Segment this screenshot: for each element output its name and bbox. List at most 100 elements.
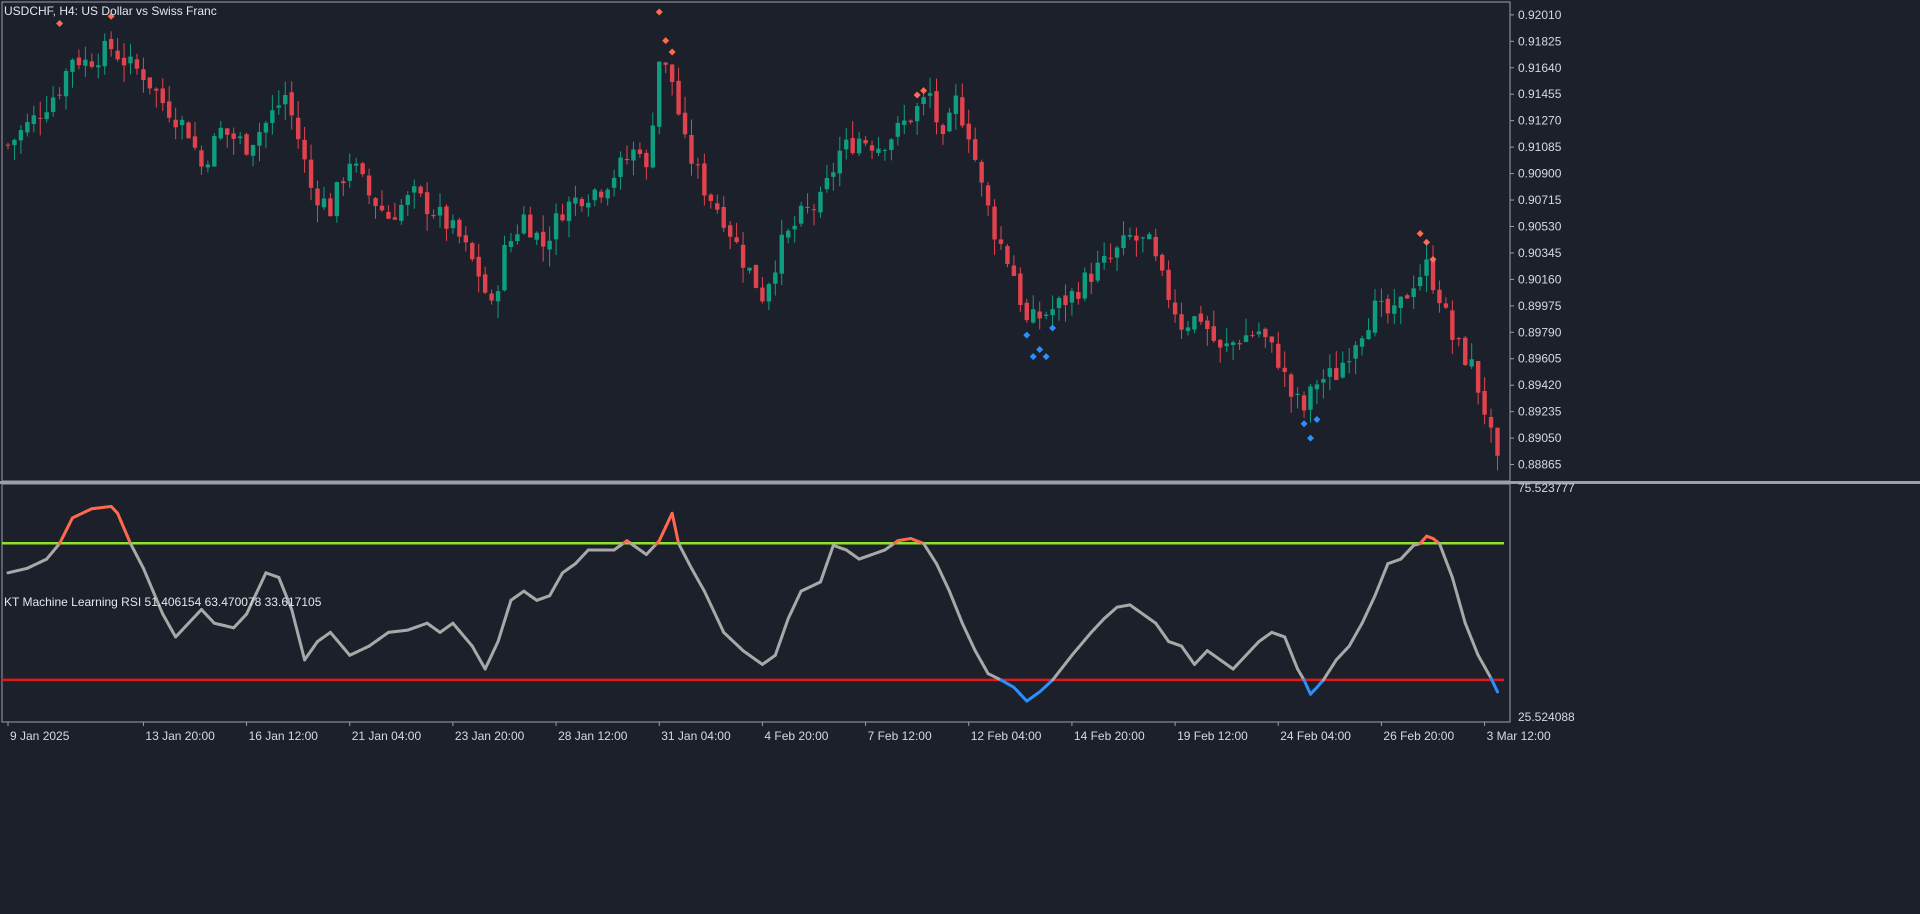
sell-signal-marker [1423, 239, 1430, 246]
candle-body [173, 120, 177, 127]
candle-body [1476, 361, 1480, 393]
buy-signal-marker [1023, 332, 1030, 339]
candle-body [1096, 263, 1100, 281]
candle-body [257, 132, 261, 146]
candle-body [290, 92, 294, 115]
candle-body [1495, 428, 1499, 456]
price-tick-label: 0.89790 [1518, 325, 1562, 339]
candle-body [83, 60, 87, 66]
candle-body [954, 96, 958, 114]
candle-body [1121, 235, 1125, 248]
candle-body [1205, 320, 1209, 329]
candle-body [1005, 246, 1009, 264]
price-tick-label: 0.90530 [1518, 219, 1562, 233]
candle-body [528, 215, 532, 238]
candle-body [1166, 270, 1170, 300]
candle-body [1405, 295, 1409, 298]
candle-body [1379, 301, 1383, 302]
candle-body [115, 51, 119, 60]
candle-body [689, 135, 693, 164]
buy-signal-marker [1030, 353, 1037, 360]
candle-body [1037, 312, 1041, 319]
buy-signal-marker [1301, 420, 1308, 427]
candle-body [57, 95, 61, 96]
candle-body [360, 163, 364, 174]
candle-body [1224, 343, 1228, 346]
candle-body [380, 206, 384, 211]
candle-body [547, 241, 551, 250]
candle-body [857, 139, 861, 154]
price-tick-label: 0.89050 [1518, 431, 1562, 445]
candle-body [850, 138, 854, 153]
candle-body [1115, 248, 1119, 258]
candle-body [1044, 315, 1048, 316]
candle-body [386, 212, 390, 219]
candle-body [457, 220, 461, 237]
candle-body [921, 97, 925, 104]
candle-body [1424, 259, 1428, 275]
candle-body [567, 202, 571, 221]
candle-body [1057, 298, 1061, 308]
candle-body [1482, 391, 1486, 415]
candle-body [264, 123, 268, 133]
candle-body [831, 172, 835, 176]
candle-body [1199, 314, 1203, 322]
candle-body [896, 123, 900, 137]
price-tick-label: 0.89235 [1518, 405, 1562, 419]
candle-body [973, 139, 977, 160]
time-tick-label: 13 Jan 20:00 [145, 729, 215, 743]
candle-body [960, 97, 964, 125]
candle-body [1173, 303, 1177, 315]
candle-body [722, 207, 726, 228]
candle-body [573, 198, 577, 204]
candle-body [438, 207, 442, 216]
candle-body [979, 162, 983, 183]
price-tick-label: 0.91455 [1518, 87, 1562, 101]
candle-body [1315, 384, 1319, 389]
candle-body [644, 153, 648, 167]
candle-body [109, 39, 113, 49]
candle-body [767, 284, 771, 301]
candle-body [1392, 305, 1396, 313]
candle-body [25, 122, 29, 132]
candle-body [986, 185, 990, 205]
candle-body [541, 232, 545, 247]
candle-body [180, 120, 184, 125]
candle-body [773, 273, 777, 284]
candle-body [470, 243, 474, 259]
candle-body [638, 150, 642, 154]
price-tick-label: 0.91640 [1518, 61, 1562, 75]
rsi-line-segment [501, 621, 504, 631]
candle-body [889, 139, 893, 150]
candle-body [154, 89, 158, 91]
candle-body [489, 294, 493, 301]
candle-body [328, 198, 332, 216]
price-tick-label: 0.90900 [1518, 167, 1562, 181]
candle-body [1102, 256, 1106, 263]
candle-body [1063, 295, 1067, 305]
time-tick-label: 7 Feb 12:00 [868, 729, 932, 743]
candle-body [19, 130, 23, 140]
candle-body [651, 125, 655, 167]
price-tick-label: 0.91085 [1518, 140, 1562, 154]
candle-body [451, 220, 455, 228]
candle-body [12, 140, 16, 145]
sell-signal-marker [662, 37, 669, 44]
price-tick-label: 0.91825 [1518, 34, 1562, 48]
rsi-line-segment [675, 528, 678, 543]
candle-body [741, 245, 745, 268]
candle-body [1089, 274, 1093, 282]
candle-body [296, 118, 300, 139]
candle-body [399, 205, 403, 221]
sell-signal-marker [1417, 230, 1424, 237]
candle-body [625, 159, 629, 160]
candle-body [354, 164, 358, 166]
candle-body [1012, 265, 1016, 276]
candle-body [799, 206, 803, 224]
price-tick-label: 0.88865 [1518, 458, 1562, 472]
candle-body [1263, 329, 1267, 337]
rsi-line-segment [292, 609, 295, 622]
candle-body [335, 182, 339, 216]
